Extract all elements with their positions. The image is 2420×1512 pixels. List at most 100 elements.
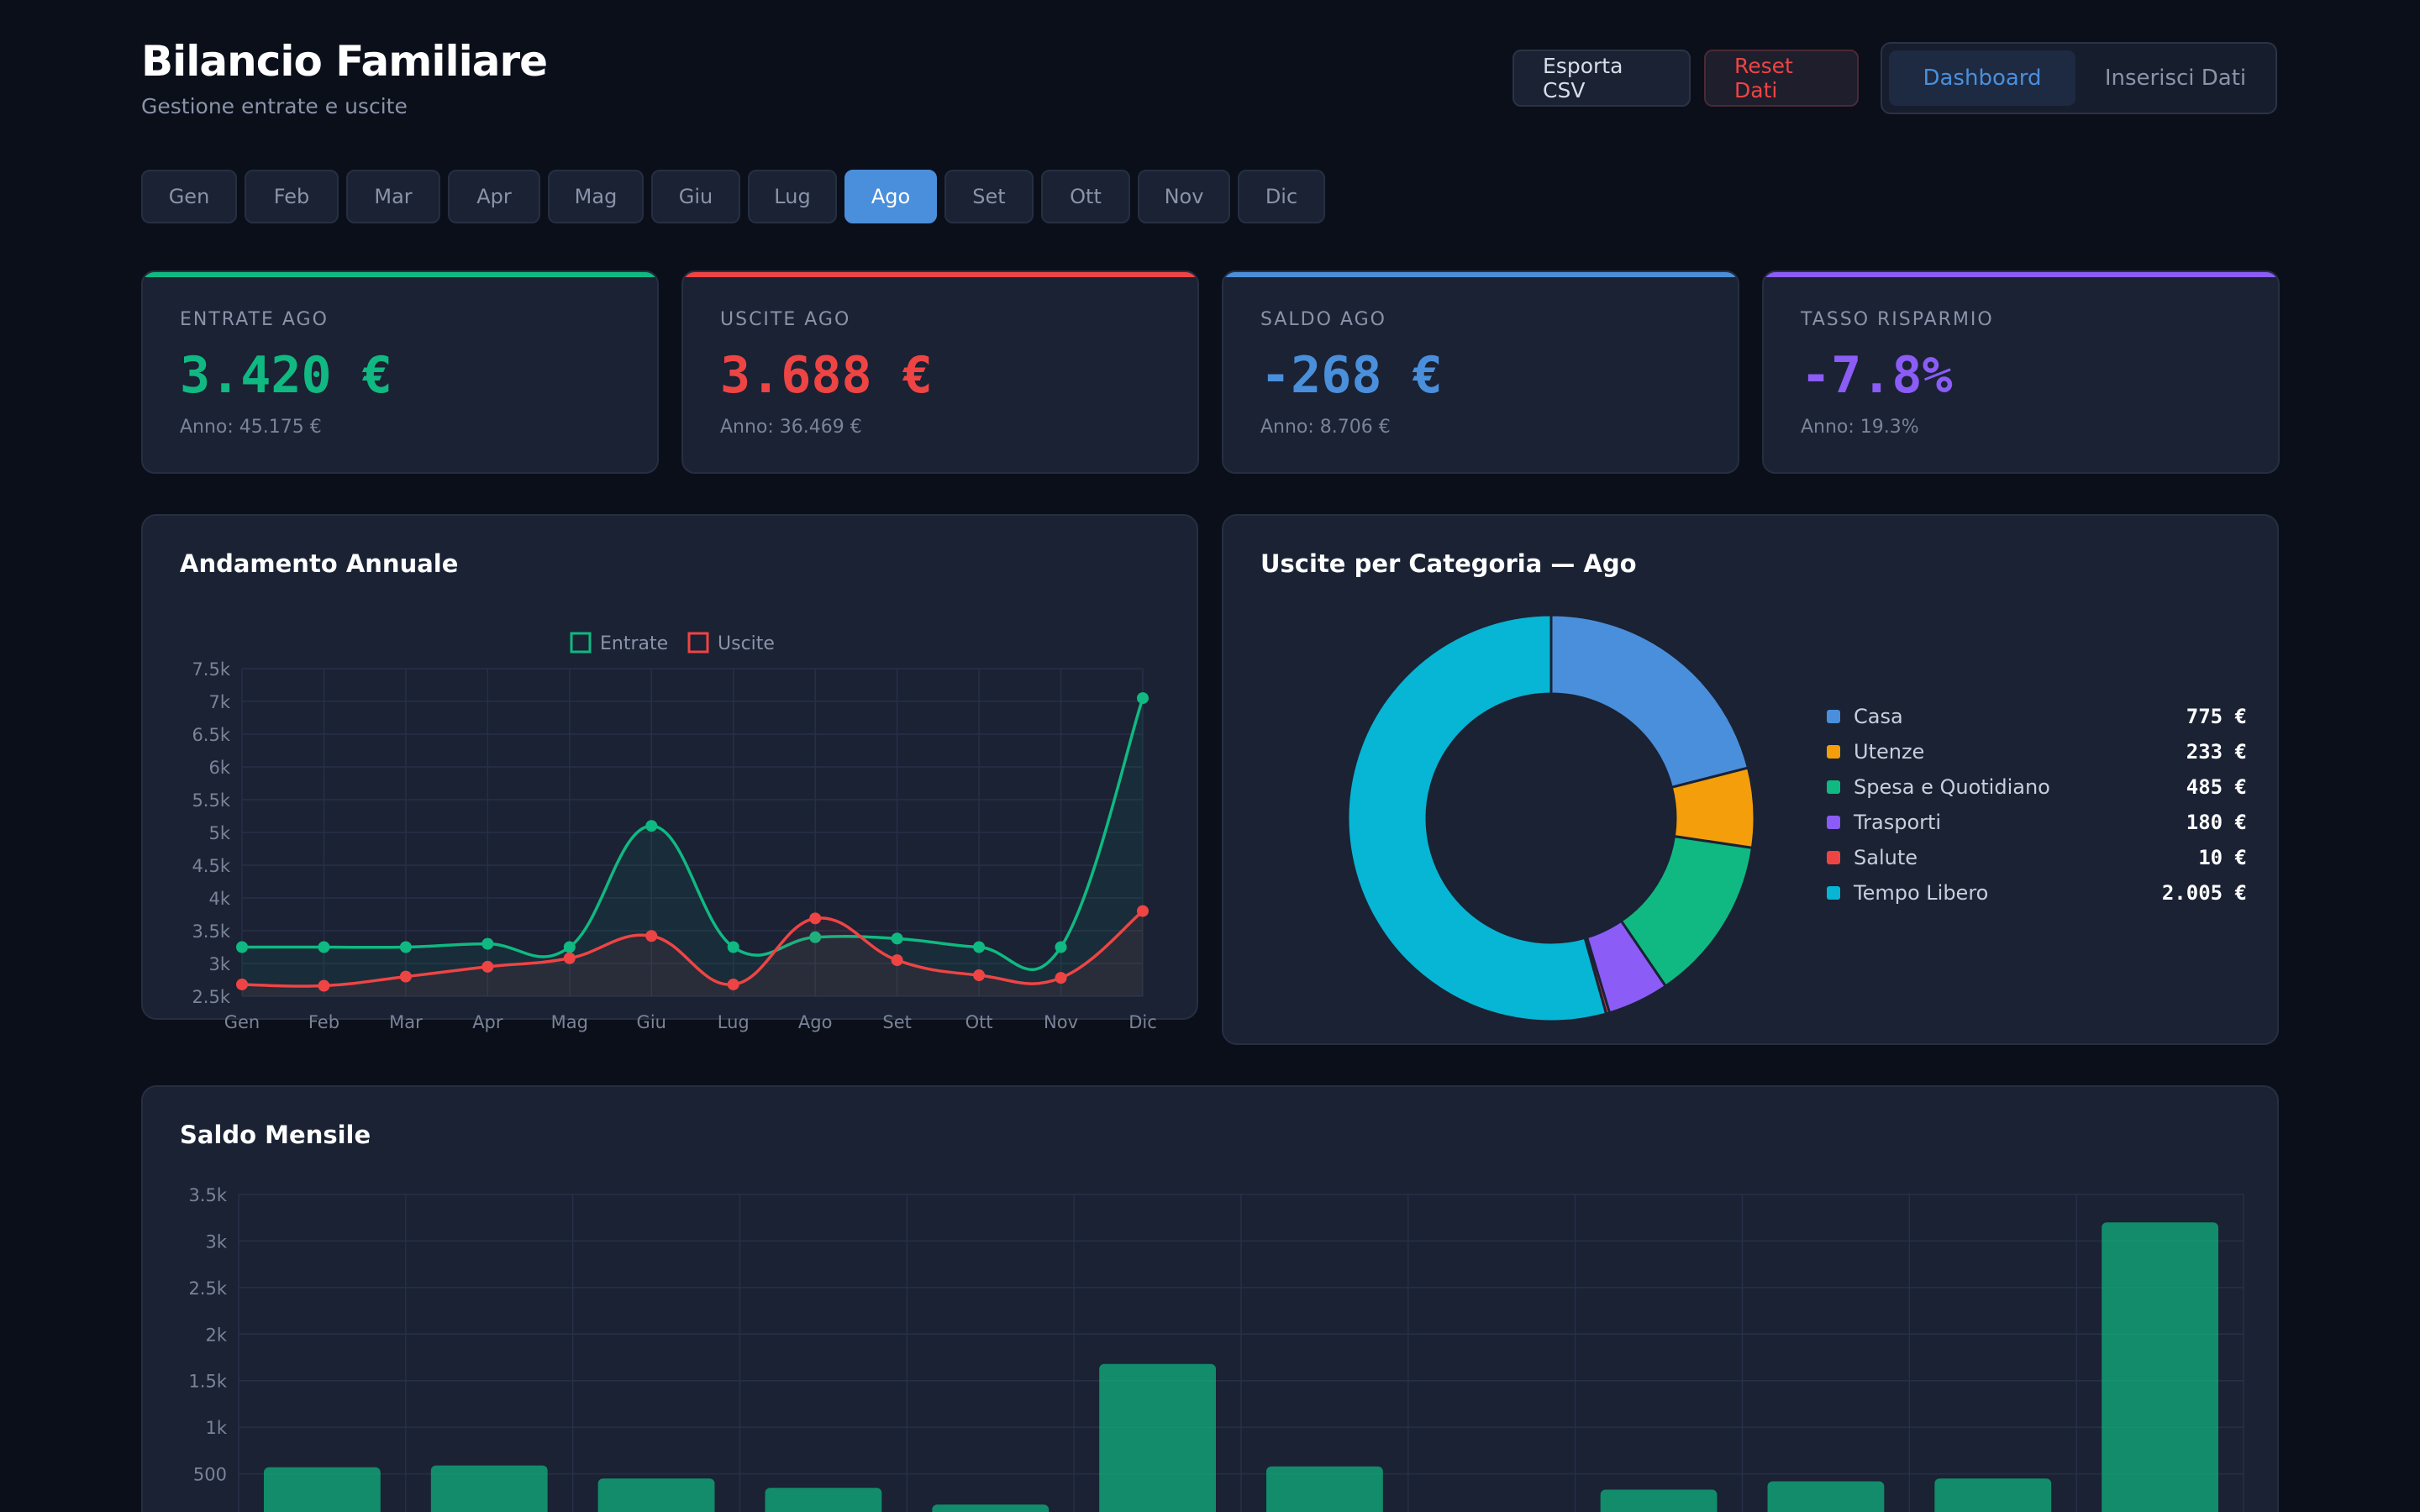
- legend-name: Spesa e Quotidiano: [1854, 775, 2050, 799]
- month-tab[interactable]: Ott: [1041, 170, 1130, 223]
- legend-item: Trasporti 180 €: [1827, 805, 2247, 840]
- data-point: [809, 912, 822, 925]
- month-tab[interactable]: Lug: [748, 170, 837, 223]
- x-tick-label: Mar: [389, 1012, 423, 1032]
- data-point: [973, 941, 986, 953]
- kpi-label: TASSO RISPARMIO: [1801, 309, 1994, 330]
- x-tick-label: Dic: [1128, 1012, 1157, 1032]
- saldo-title: Saldo Mensile: [180, 1121, 371, 1149]
- trend-title: Andamento Annuale: [180, 549, 459, 578]
- month-tab[interactable]: Nov: [1138, 170, 1230, 223]
- export-csv-button[interactable]: Esporta CSV: [1512, 50, 1691, 107]
- kpi-card-tasso-risparmio: TASSO RISPARMIO -7.8% Anno: 19.3%: [1762, 270, 2280, 474]
- kpi-value: -268 €: [1260, 346, 1443, 405]
- y-tick-label: 2.5k: [192, 987, 230, 1007]
- y-tick-label: 4.5k: [192, 856, 230, 876]
- page-subtitle: Gestione entrate e uscite: [141, 94, 408, 118]
- y-tick-label: 500: [193, 1465, 227, 1485]
- data-point: [809, 931, 822, 943]
- bar: [430, 1465, 548, 1512]
- bar: [2102, 1222, 2218, 1512]
- kpi-note: Anno: 19.3%: [1801, 417, 1919, 438]
- pie-slice: [1549, 613, 1750, 790]
- x-tick-label: Mag: [551, 1012, 588, 1032]
- tab-dashboard[interactable]: Dashboard: [1889, 50, 2075, 106]
- kpi-accent-bar: [143, 272, 657, 277]
- data-point: [563, 952, 576, 964]
- month-tab-selected[interactable]: Ago: [844, 170, 937, 223]
- month-selector: Gen Feb Mar Apr Mag Giu Lug Ago Set Ott …: [141, 170, 1325, 223]
- data-point: [1055, 972, 1067, 984]
- y-tick-label: 1k: [205, 1418, 227, 1438]
- legend-swatch: [1827, 745, 1840, 759]
- data-point: [645, 930, 658, 942]
- legend-swatch: [1827, 780, 1840, 794]
- month-tab[interactable]: Mar: [346, 170, 440, 223]
- series-area: [242, 698, 1143, 996]
- data-point: [645, 820, 658, 832]
- kpi-card-saldo: SALDO AGO -268 € Anno: 8.706 €: [1222, 270, 1739, 474]
- month-tab[interactable]: Giu: [651, 170, 740, 223]
- bar: [1600, 1489, 1718, 1512]
- legend-value: 10 €: [2198, 846, 2247, 869]
- kpi-note: Anno: 45.175 €: [180, 417, 322, 438]
- data-point: [891, 932, 903, 945]
- legend-name: Utenze: [1854, 740, 1925, 764]
- data-point: [563, 941, 576, 953]
- legend-swatch: [1827, 710, 1840, 723]
- x-tick-label: Ago: [798, 1012, 833, 1032]
- legend-swatch: [570, 632, 592, 654]
- series-area: [242, 911, 1143, 996]
- legend-swatch: [1827, 816, 1840, 829]
- bar: [932, 1504, 1050, 1512]
- bar: [1767, 1481, 1885, 1512]
- kpi-note: Anno: 36.469 €: [720, 417, 862, 438]
- legend-item: Spesa e Quotidiano 485 €: [1827, 769, 2247, 805]
- y-tick-label: 2k: [205, 1325, 227, 1345]
- series-line: [242, 697, 1144, 971]
- tab-inserisci-dati[interactable]: Inserisci Dati: [2104, 66, 2247, 91]
- data-point: [236, 941, 248, 953]
- month-tab[interactable]: Mag: [548, 170, 644, 223]
- kpi-label: SALDO AGO: [1260, 309, 1386, 330]
- data-point: [318, 979, 330, 992]
- data-point: [891, 954, 903, 967]
- kpi-value: -7.8%: [1801, 346, 1953, 405]
- y-tick-label: 2.5k: [188, 1278, 227, 1299]
- data-point: [727, 978, 739, 990]
- month-tab[interactable]: Apr: [448, 170, 540, 223]
- month-tab[interactable]: Gen: [141, 170, 237, 223]
- x-tick-label: Gen: [224, 1012, 260, 1032]
- data-point: [727, 941, 739, 953]
- month-tab[interactable]: Feb: [245, 170, 339, 223]
- y-tick-label: 5.5k: [192, 790, 230, 811]
- legend-swatch: [1827, 886, 1840, 900]
- reset-data-button[interactable]: Reset Dati: [1704, 50, 1859, 107]
- y-tick-label: 3.5k: [188, 1185, 227, 1205]
- data-point: [1137, 692, 1149, 705]
- legend-swatch: [687, 632, 709, 654]
- legend-value: 775 €: [2186, 705, 2247, 728]
- bar: [765, 1488, 882, 1512]
- donut-chart: [1346, 613, 1756, 1023]
- kpi-card-uscite: USCITE AGO 3.688 € Anno: 36.469 €: [681, 270, 1199, 474]
- data-point: [399, 970, 412, 983]
- legend-value: 180 €: [2186, 811, 2247, 834]
- legend-value: 485 €: [2186, 775, 2247, 799]
- header: Bilancio Familiare Gestione entrate e us…: [141, 37, 2277, 129]
- y-tick-label: 4k: [208, 889, 230, 909]
- month-tab[interactable]: Set: [944, 170, 1034, 223]
- legend-value: 233 €: [2186, 740, 2247, 764]
- page-title: Bilancio Familiare: [141, 37, 548, 86]
- y-tick-label: 1.5k: [188, 1372, 227, 1392]
- y-tick-label: 7k: [208, 692, 230, 712]
- legend-item: Utenze 233 €: [1827, 734, 2247, 769]
- data-point: [481, 960, 494, 973]
- x-tick-label: Feb: [308, 1012, 339, 1032]
- legend-item: Tempo Libero 2.005 €: [1827, 875, 2247, 911]
- data-point: [481, 937, 494, 950]
- bar: [597, 1478, 715, 1512]
- bar: [1934, 1478, 2052, 1512]
- x-tick-label: Apr: [472, 1012, 503, 1032]
- month-tab[interactable]: Dic: [1238, 170, 1325, 223]
